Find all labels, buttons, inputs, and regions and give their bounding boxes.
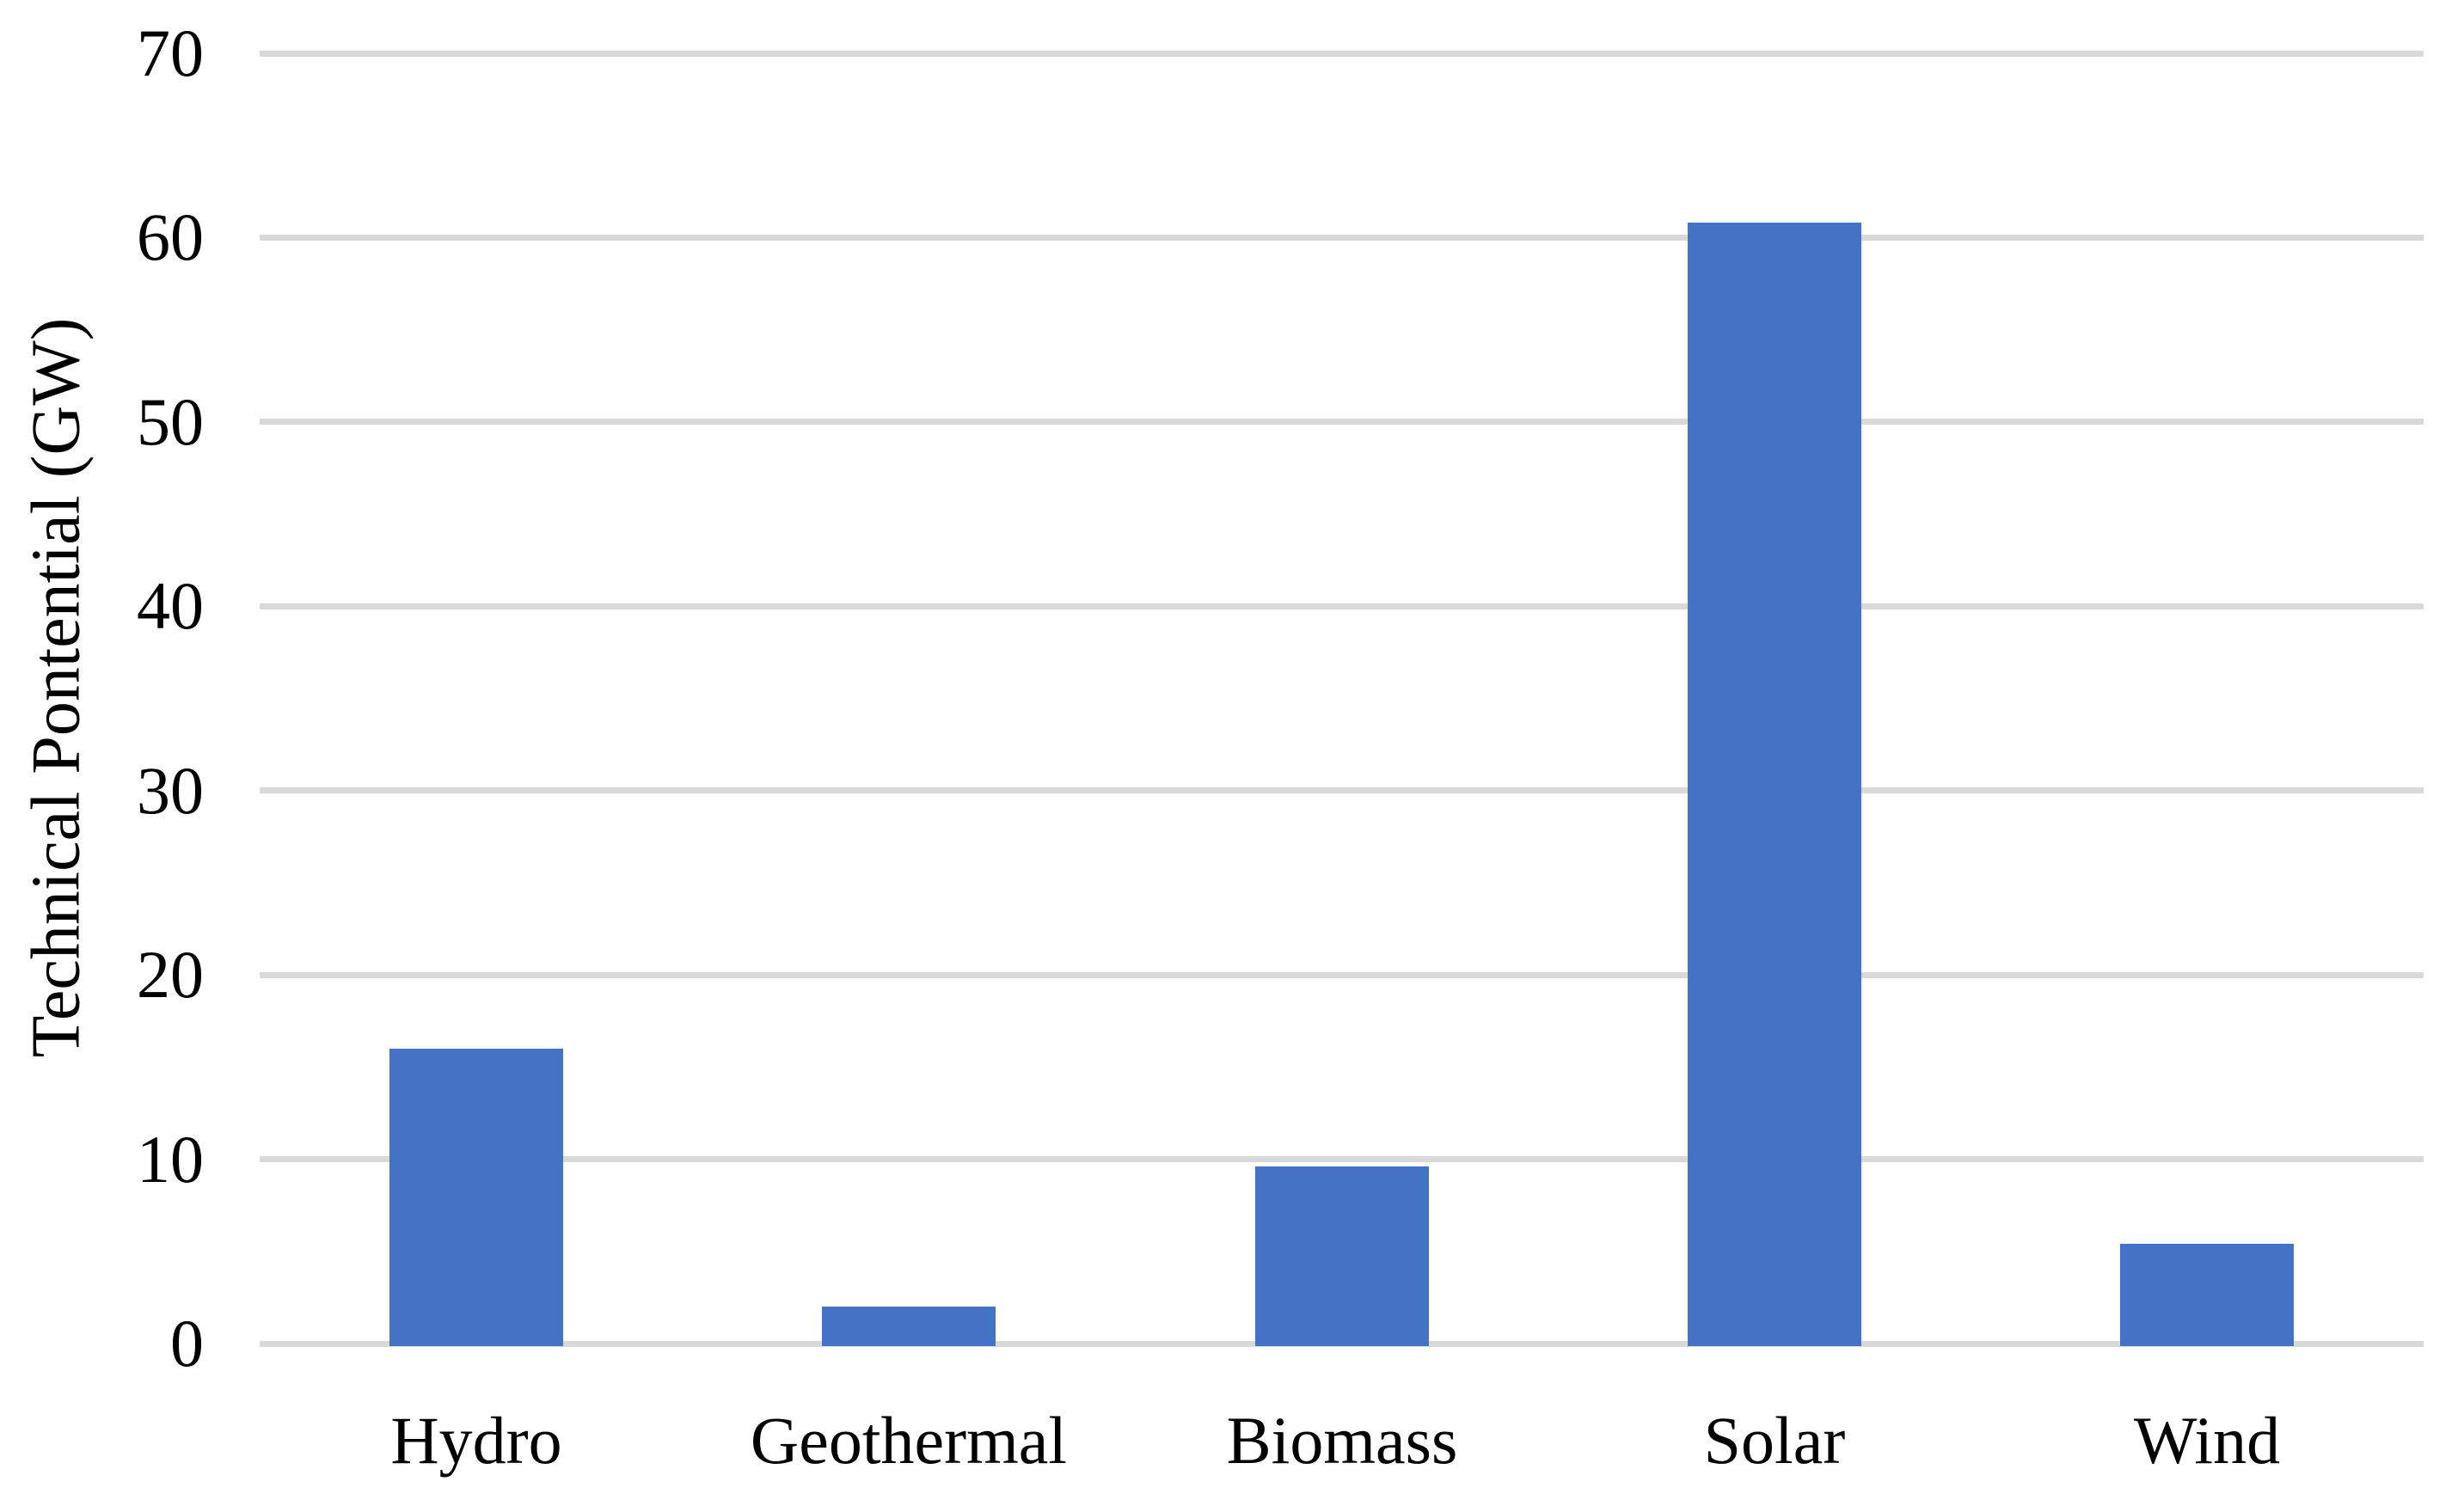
y-tick-label-30: 30	[137, 753, 204, 828]
y-tick-label-0: 0	[170, 1306, 204, 1380]
gridline-30	[260, 787, 2424, 793]
bar-solar	[1688, 223, 1861, 1346]
gridline-70	[260, 51, 2424, 57]
y-tick-label-40: 40	[137, 568, 204, 643]
bar-wind	[2120, 1244, 2294, 1346]
gridline-20	[260, 972, 2424, 978]
bar-geothermal	[822, 1307, 996, 1346]
gridline-10	[260, 1156, 2424, 1162]
gridline-40	[260, 603, 2424, 609]
y-tick-label-60: 60	[137, 199, 204, 274]
x-category-label-hydro: Hydro	[390, 1403, 562, 1478]
x-category-label-geothermal: Geothermal	[750, 1403, 1068, 1478]
x-category-label-wind: Wind	[2133, 1403, 2281, 1478]
bar-hydro	[389, 1049, 563, 1346]
gridline-50	[260, 419, 2424, 425]
y-tick-label-20: 20	[137, 937, 204, 1012]
bar-biomass	[1255, 1166, 1429, 1346]
y-tick-label-50: 50	[137, 384, 204, 459]
y-tick-label-10: 10	[137, 1122, 204, 1197]
gridline-60	[260, 235, 2424, 241]
x-category-label-solar: Solar	[1703, 1403, 1846, 1478]
x-category-label-biomass: Biomass	[1226, 1403, 1458, 1478]
y-tick-label-70: 70	[137, 15, 204, 90]
